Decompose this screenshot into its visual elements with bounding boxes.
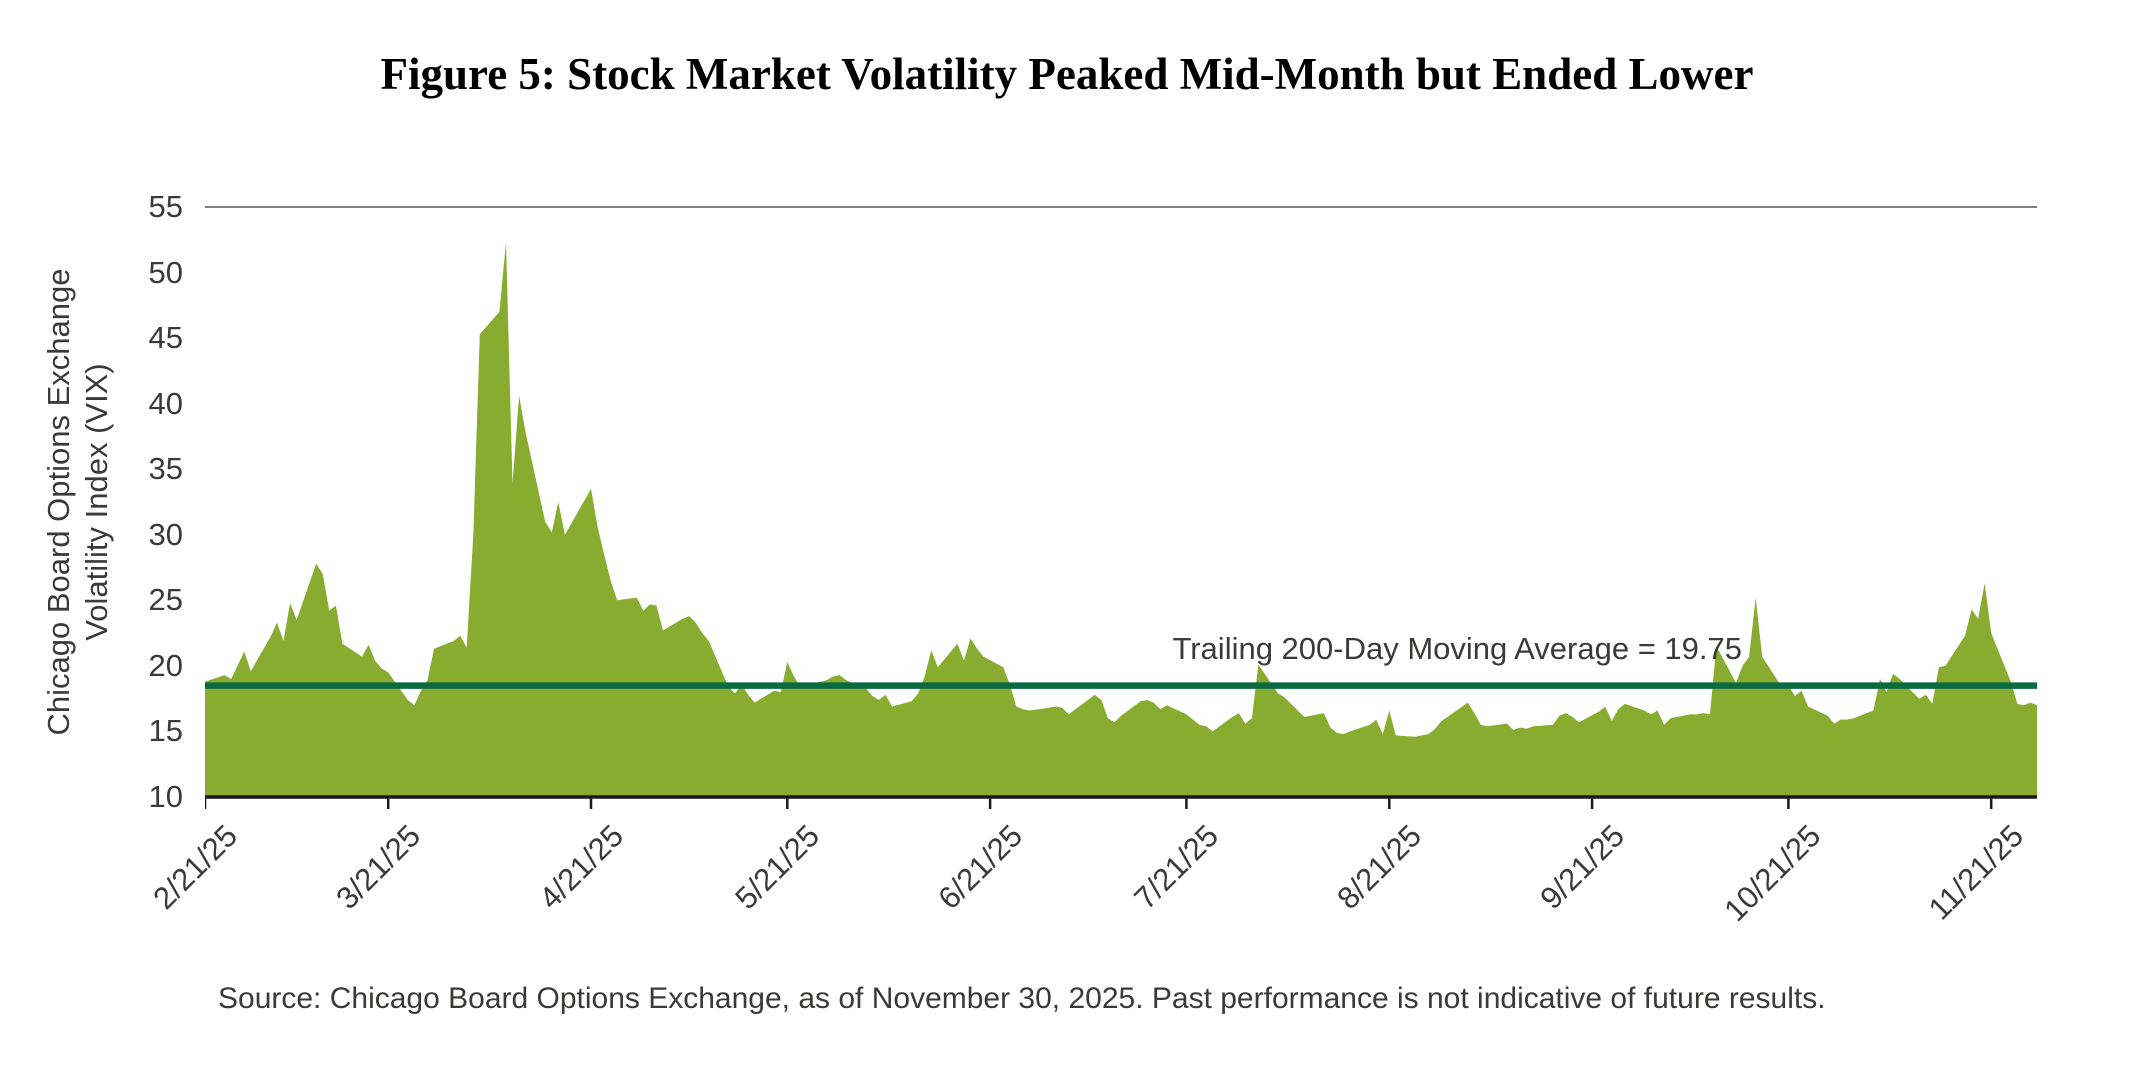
x-tick-label: 6/21/25 [930, 818, 1029, 916]
x-tick-label: 7/21/25 [1127, 818, 1226, 916]
x-tick-label: 8/21/25 [1330, 818, 1428, 916]
x-tick-label: 2/21/25 [145, 818, 244, 916]
y-tick-label: 50 [148, 254, 183, 290]
figure-title: Figure 5: Stock Market Volatility Peaked… [380, 49, 1754, 99]
x-tick-label: 10/21/25 [1717, 818, 1828, 929]
y-tick-label: 20 [148, 647, 183, 683]
y-tick-label: 40 [148, 385, 183, 421]
x-axis-ticks [205, 797, 1993, 809]
vix-area [205, 242, 2037, 797]
x-tick-label: 9/21/25 [1532, 818, 1631, 916]
x-tick-label: 5/21/25 [728, 818, 827, 916]
y-axis-title-line1: Chicago Board Options Exchange [41, 268, 76, 736]
plot-svg [205, 206, 2037, 809]
y-tick-label: 45 [148, 320, 183, 356]
x-tick-label: 3/21/25 [329, 818, 427, 916]
y-tick-label: 30 [148, 516, 183, 552]
y-tick-label: 10 [148, 779, 183, 814]
ma-annotation: Trailing 200-Day Moving Average = 19.75 [1172, 631, 1742, 666]
x-tick-label: 4/21/25 [531, 818, 630, 916]
x-tick-label: 11/21/25 [1921, 818, 2030, 927]
y-tick-label: 15 [148, 713, 183, 749]
y-tick-label: 35 [148, 451, 183, 487]
y-tick-label: 55 [148, 189, 183, 224]
y-tick-label: 25 [148, 582, 183, 618]
source-note: Source: Chicago Board Options Exchange, … [218, 982, 1826, 1015]
